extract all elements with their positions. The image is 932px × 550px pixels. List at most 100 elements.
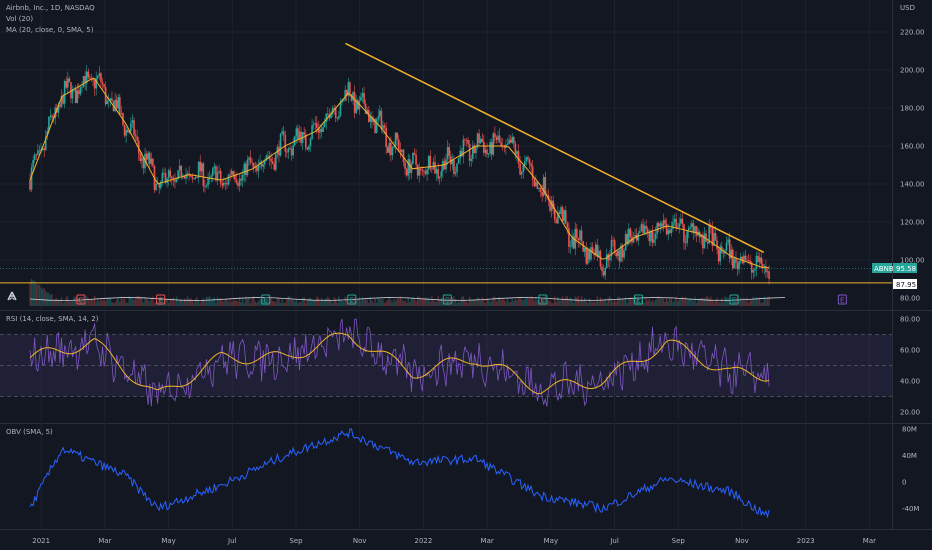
candle-body (311, 125, 313, 139)
candle-body (546, 194, 548, 196)
volume-bar (160, 297, 162, 306)
volume-legend[interactable]: Vol (20) (6, 15, 34, 23)
candle-body (558, 212, 561, 214)
volume-bar (410, 298, 413, 306)
volume-bar (667, 301, 669, 306)
candle-body (755, 255, 758, 269)
candle-body (397, 139, 400, 150)
candle-body (402, 149, 405, 163)
candle-body (345, 90, 348, 96)
volume-bar (618, 296, 621, 306)
candle-body (104, 87, 107, 105)
candle-body (673, 218, 676, 223)
candle-body (361, 92, 364, 97)
candle-body (542, 177, 545, 196)
candle-body (256, 166, 258, 172)
candle-body (128, 131, 131, 133)
volume-bar (281, 299, 283, 306)
volume-bar (128, 296, 130, 306)
volume-bar (752, 296, 755, 306)
volume-bar (43, 288, 45, 306)
support-price-tag[interactable]: 87.95 (893, 279, 917, 289)
candlesticks[interactable] (29, 65, 770, 285)
candle-body (390, 142, 392, 156)
candle-body (538, 187, 540, 189)
symbol-tag-text: ABNB (874, 265, 894, 273)
candle-body (435, 168, 438, 174)
volume-bar (454, 299, 457, 306)
candle-body (716, 240, 718, 250)
candle-body (657, 223, 660, 227)
rsi-ma-line[interactable] (29, 332, 770, 395)
volume-bar (103, 299, 105, 306)
candle-body (279, 133, 282, 156)
volume-bar (524, 298, 526, 306)
candle-body (706, 241, 709, 244)
volume-bar (242, 298, 244, 306)
symbol-legend[interactable]: Airbnb, Inc., 1D, NASDAQ (6, 4, 95, 12)
candle-body (736, 262, 739, 270)
candle-body (167, 170, 170, 179)
volume-bar (262, 297, 264, 306)
volume-bar (133, 299, 135, 306)
volume-bar (617, 296, 619, 306)
obv-tick-label: 80M (902, 426, 917, 434)
obv-legend[interactable]: OBV (SMA, 5) (6, 428, 53, 436)
candle-body (616, 250, 619, 256)
candle-body (448, 147, 450, 156)
candle-body (141, 157, 143, 161)
volume-bar (700, 297, 703, 306)
volume-bar (115, 299, 118, 306)
volume-bar (149, 301, 151, 306)
time-tick-label: Mar (98, 537, 111, 545)
volume-bar (601, 299, 603, 306)
volume-bar (738, 300, 740, 306)
volume-bar (724, 296, 726, 306)
candle-body (497, 135, 499, 140)
volume-bar (585, 301, 587, 306)
candle-body (226, 182, 228, 185)
price-tick-label: 100.00 (900, 257, 925, 265)
volume-bar (328, 298, 331, 306)
volume-bar (284, 302, 286, 306)
candle-body (333, 107, 335, 109)
volume-bar (131, 298, 134, 306)
earnings-marker-label: E (263, 297, 267, 305)
volume-bar (56, 298, 58, 306)
volume-bar (579, 299, 581, 306)
moving-average-line[interactable] (29, 77, 770, 269)
rsi-tick-label: 20.00 (900, 409, 920, 417)
candle-body (76, 90, 79, 104)
volume-bar (194, 298, 197, 306)
candle-body (672, 222, 674, 229)
last-price-tag[interactable]: ABNB 95.58 (872, 263, 917, 273)
ma-legend[interactable]: MA (20, close, 0, SMA, 5) (6, 26, 94, 34)
candle-body (564, 210, 567, 224)
candle-body (169, 170, 172, 177)
candle-body (399, 149, 402, 152)
volume-bar (552, 302, 554, 306)
volume-bar (741, 300, 743, 306)
rsi-legend[interactable]: RSI (14, close, SMA, 14, 2) (6, 315, 99, 323)
earnings-marker (729, 294, 739, 305)
candle-body (235, 179, 238, 183)
candle-body (662, 220, 665, 227)
volume-bar (224, 299, 227, 306)
volume-bar (29, 281, 31, 306)
volume-bar (531, 296, 534, 306)
obv-line[interactable] (29, 428, 770, 519)
candle-body (760, 257, 762, 264)
volume-bar (141, 297, 143, 306)
candle-body (687, 227, 690, 232)
candle-body (442, 160, 444, 172)
volume-bar (450, 298, 452, 306)
volume-bar (219, 297, 222, 306)
volume-bar (661, 297, 663, 306)
volume-bar (688, 299, 690, 306)
resistance-trendline[interactable] (345, 42, 765, 254)
candle-body (35, 154, 38, 156)
candle-body (344, 90, 346, 101)
earnings-marker-label: E (636, 297, 640, 305)
